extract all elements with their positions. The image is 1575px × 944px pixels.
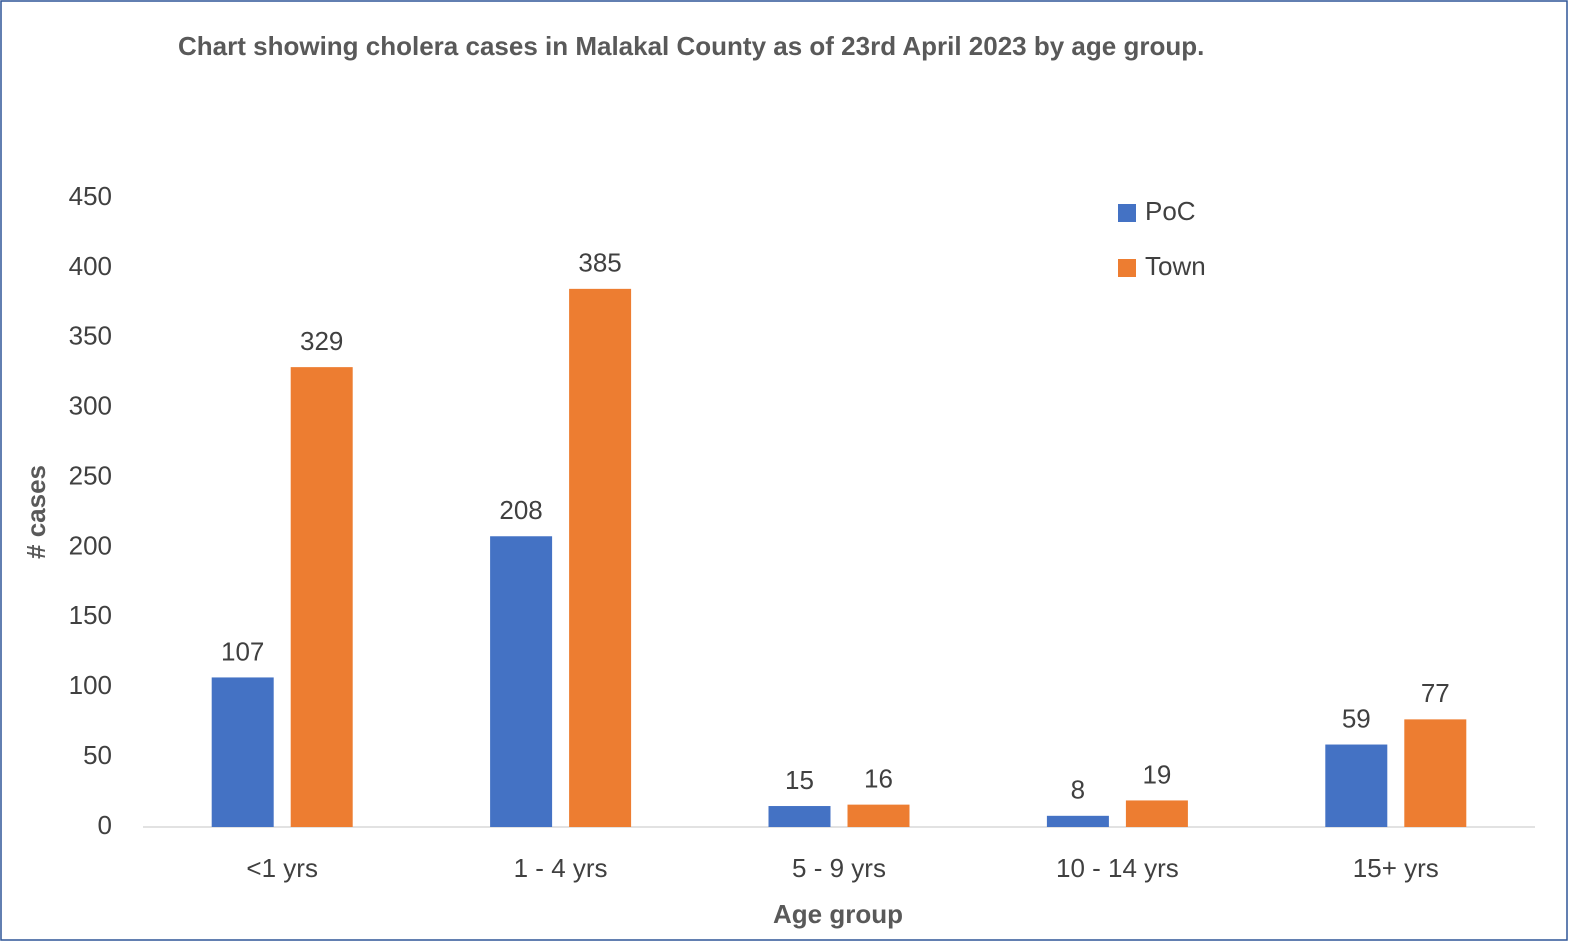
data-label: 107 — [221, 636, 264, 666]
data-label: 329 — [300, 326, 343, 356]
x-tick-label: 10 - 14 yrs — [1056, 853, 1179, 883]
data-label: 77 — [1421, 678, 1450, 708]
bar — [211, 677, 274, 827]
y-tick-label: 200 — [69, 530, 112, 560]
data-label: 59 — [1342, 703, 1371, 733]
y-tick-label: 100 — [69, 670, 112, 700]
bar — [569, 288, 632, 827]
x-tick-label: 1 - 4 yrs — [514, 853, 608, 883]
data-label: 19 — [1142, 759, 1171, 789]
y-tick-label: 350 — [69, 321, 112, 351]
bar — [1046, 815, 1109, 827]
x-tick-label: 5 - 9 yrs — [792, 853, 886, 883]
y-tick-label: 50 — [83, 740, 112, 770]
x-tick-label: 15+ yrs — [1353, 853, 1439, 883]
bar — [290, 367, 353, 827]
data-label: 16 — [864, 764, 893, 794]
chart-title: Chart showing cholera cases in Malakal C… — [178, 31, 1204, 61]
bar — [1125, 800, 1188, 827]
y-axis-title: # cases — [21, 465, 51, 559]
bar — [1325, 744, 1388, 827]
data-label: 208 — [499, 495, 542, 525]
legend-swatch — [1118, 259, 1136, 277]
data-label: 8 — [1071, 775, 1085, 805]
y-tick-label: 250 — [69, 460, 112, 490]
legend-label: PoC — [1145, 196, 1196, 226]
x-tick-label: <1 yrs — [246, 853, 318, 883]
y-tick-label: 400 — [69, 251, 112, 281]
x-axis-title: Age group — [773, 899, 903, 929]
y-tick-label: 150 — [69, 600, 112, 630]
bar — [847, 804, 910, 827]
bar — [490, 536, 553, 827]
data-label: 385 — [578, 248, 621, 278]
bar — [768, 806, 831, 827]
legend-label: Town — [1145, 251, 1206, 281]
y-tick-label: 300 — [69, 391, 112, 421]
y-tick-label: 0 — [98, 810, 112, 840]
legend-swatch — [1118, 204, 1136, 222]
data-label: 15 — [785, 765, 814, 795]
bar — [1404, 719, 1467, 827]
y-tick-label: 450 — [69, 181, 112, 211]
